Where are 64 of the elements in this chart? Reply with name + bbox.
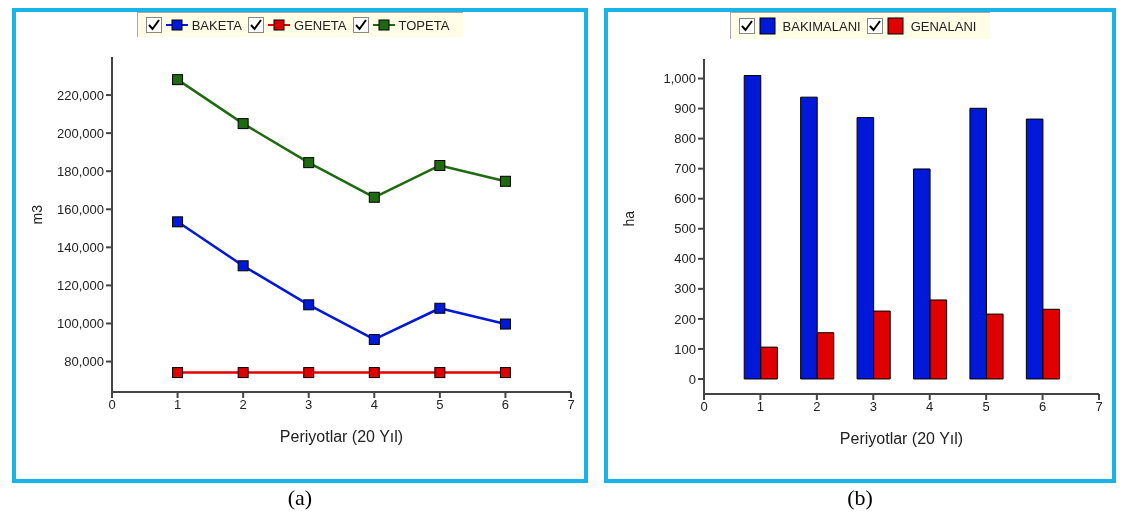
point xyxy=(303,367,315,379)
y-tick-label: 100,000 xyxy=(57,316,104,332)
x-tick-label: 3 xyxy=(305,397,313,413)
point xyxy=(434,367,446,379)
legend-label: GENETA xyxy=(294,17,347,33)
x-tick-label: 1 xyxy=(756,399,765,415)
point xyxy=(499,318,511,330)
y-tick-label: 80,000 xyxy=(64,354,104,370)
y-tick-label: 180,000 xyxy=(57,163,104,179)
point xyxy=(368,333,380,345)
y-axis-title: ha xyxy=(620,210,637,227)
x-tick-label: 7 xyxy=(1095,399,1103,415)
point xyxy=(368,367,380,379)
point xyxy=(237,118,249,130)
legend-label: BAKIMALANI xyxy=(782,18,861,34)
x-tick-label: 2 xyxy=(239,397,247,413)
y-tick-label: 200 xyxy=(674,311,696,327)
y-tick-label: 100 xyxy=(674,341,696,357)
point xyxy=(434,159,446,171)
point xyxy=(172,216,184,228)
x-tick-label: 6 xyxy=(1038,399,1047,415)
y-tick-label: 300 xyxy=(674,281,696,297)
y-tick-label: 500 xyxy=(674,221,696,237)
y-tick-label: 800 xyxy=(674,131,696,147)
x-axis-title: Periyotlar (20 Yıl) xyxy=(279,428,404,445)
point xyxy=(434,302,446,314)
point xyxy=(237,367,249,379)
y-tick-label: 220,000 xyxy=(57,87,104,103)
point xyxy=(499,367,511,379)
x-tick-label: 5 xyxy=(436,397,444,413)
point xyxy=(368,191,380,203)
x-axis-title: Periyotlar (20 Yıl) xyxy=(839,430,964,447)
x-tick-label: 7 xyxy=(567,397,575,413)
y-axis-title: m3 xyxy=(28,204,45,225)
y-tick-label: 600 xyxy=(674,191,696,207)
legend-label: BAKETA xyxy=(191,17,243,33)
y-tick-label: 0 xyxy=(688,371,696,387)
x-tick-label: 0 xyxy=(108,397,116,413)
x-tick-label: 0 xyxy=(700,399,708,415)
point xyxy=(172,367,184,379)
legend-label: TOPETA xyxy=(398,17,450,33)
point xyxy=(237,260,249,272)
text: (a) xyxy=(287,485,313,511)
legend-label: GENALANI xyxy=(910,18,977,34)
y-tick-label: 120,000 xyxy=(57,278,104,294)
text: (b) xyxy=(847,485,873,511)
y-tick-label: 140,000 xyxy=(57,239,104,255)
x-tick-label: 4 xyxy=(926,399,934,415)
x-tick-label: 2 xyxy=(813,399,821,415)
y-tick-label: 900 xyxy=(674,101,696,117)
point xyxy=(303,157,315,169)
y-tick-label: 400 xyxy=(674,251,696,267)
y-tick-label: 160,000 xyxy=(57,201,104,217)
x-tick-label: 4 xyxy=(370,397,378,413)
y-tick-label: 200,000 xyxy=(57,125,104,141)
x-tick-label: 1 xyxy=(173,397,182,413)
y-tick-label: 700 xyxy=(674,161,696,177)
x-tick-label: 6 xyxy=(501,397,510,413)
point xyxy=(172,74,184,86)
point xyxy=(499,175,511,187)
y-tick-label: 1,000 xyxy=(663,71,696,87)
x-tick-label: 5 xyxy=(982,399,990,415)
point xyxy=(303,299,315,311)
x-tick-label: 3 xyxy=(869,399,877,415)
